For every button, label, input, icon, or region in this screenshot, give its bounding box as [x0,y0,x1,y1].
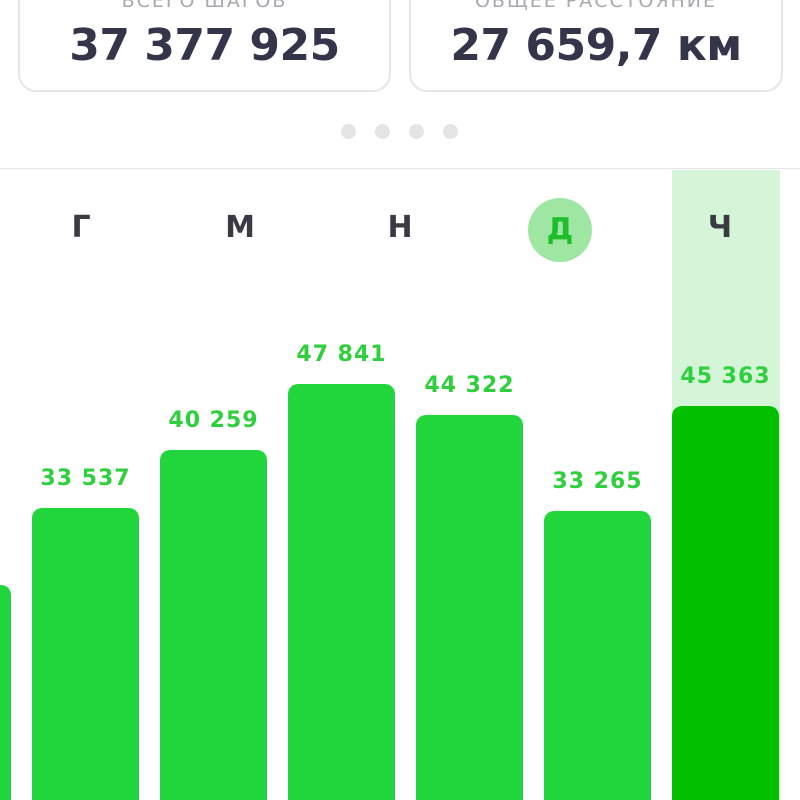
page-dot-active[interactable] [409,124,424,139]
bar-value-label-2: 40 259 [168,408,259,433]
divider [0,168,800,169]
bar-value-label-3: 47 841 [296,342,387,367]
day-label-m[interactable]: М [225,210,255,245]
bar-5[interactable] [544,511,651,800]
total-distance-card[interactable]: ОБЩЕЕ РАССТОЯНИЕ 27 659,7 км [409,0,783,92]
total-steps-card[interactable]: ВСЕГО ШАГОВ 37 377 925 [18,0,391,92]
bar-2[interactable] [160,450,267,800]
bar-value-label-5: 33 265 [552,469,643,494]
page-dot[interactable] [443,124,458,139]
bar-value-label-6: 45 363 [680,364,771,389]
bar-partial-left[interactable] [0,585,11,800]
total-steps-value: 37 377 925 [69,20,340,71]
bar-value-label-4: 44 322 [424,373,515,398]
steps-bar-chart: Г М Н Д Ч 33 537 40 259 47 841 44 322 33 265… [0,170,800,800]
bar-1[interactable] [32,508,139,800]
day-label-d-selected[interactable]: Д [528,198,592,262]
bar-6[interactable] [672,406,779,800]
page-dot[interactable] [375,124,390,139]
total-steps-label: ВСЕГО ШАГОВ [121,0,288,12]
page-dot[interactable] [341,124,356,139]
total-distance-value: 27 659,7 км [450,20,742,71]
total-distance-label: ОБЩЕЕ РАССТОЯНИЕ [474,0,718,12]
bar-3[interactable] [288,384,395,800]
day-label-g[interactable]: Г [71,210,91,245]
day-label-ch[interactable]: Ч [707,210,733,245]
bar-value-label-1: 33 537 [40,466,131,491]
bar-4[interactable] [416,415,523,800]
page-indicator [0,124,800,140]
day-label-n[interactable]: Н [387,210,413,245]
